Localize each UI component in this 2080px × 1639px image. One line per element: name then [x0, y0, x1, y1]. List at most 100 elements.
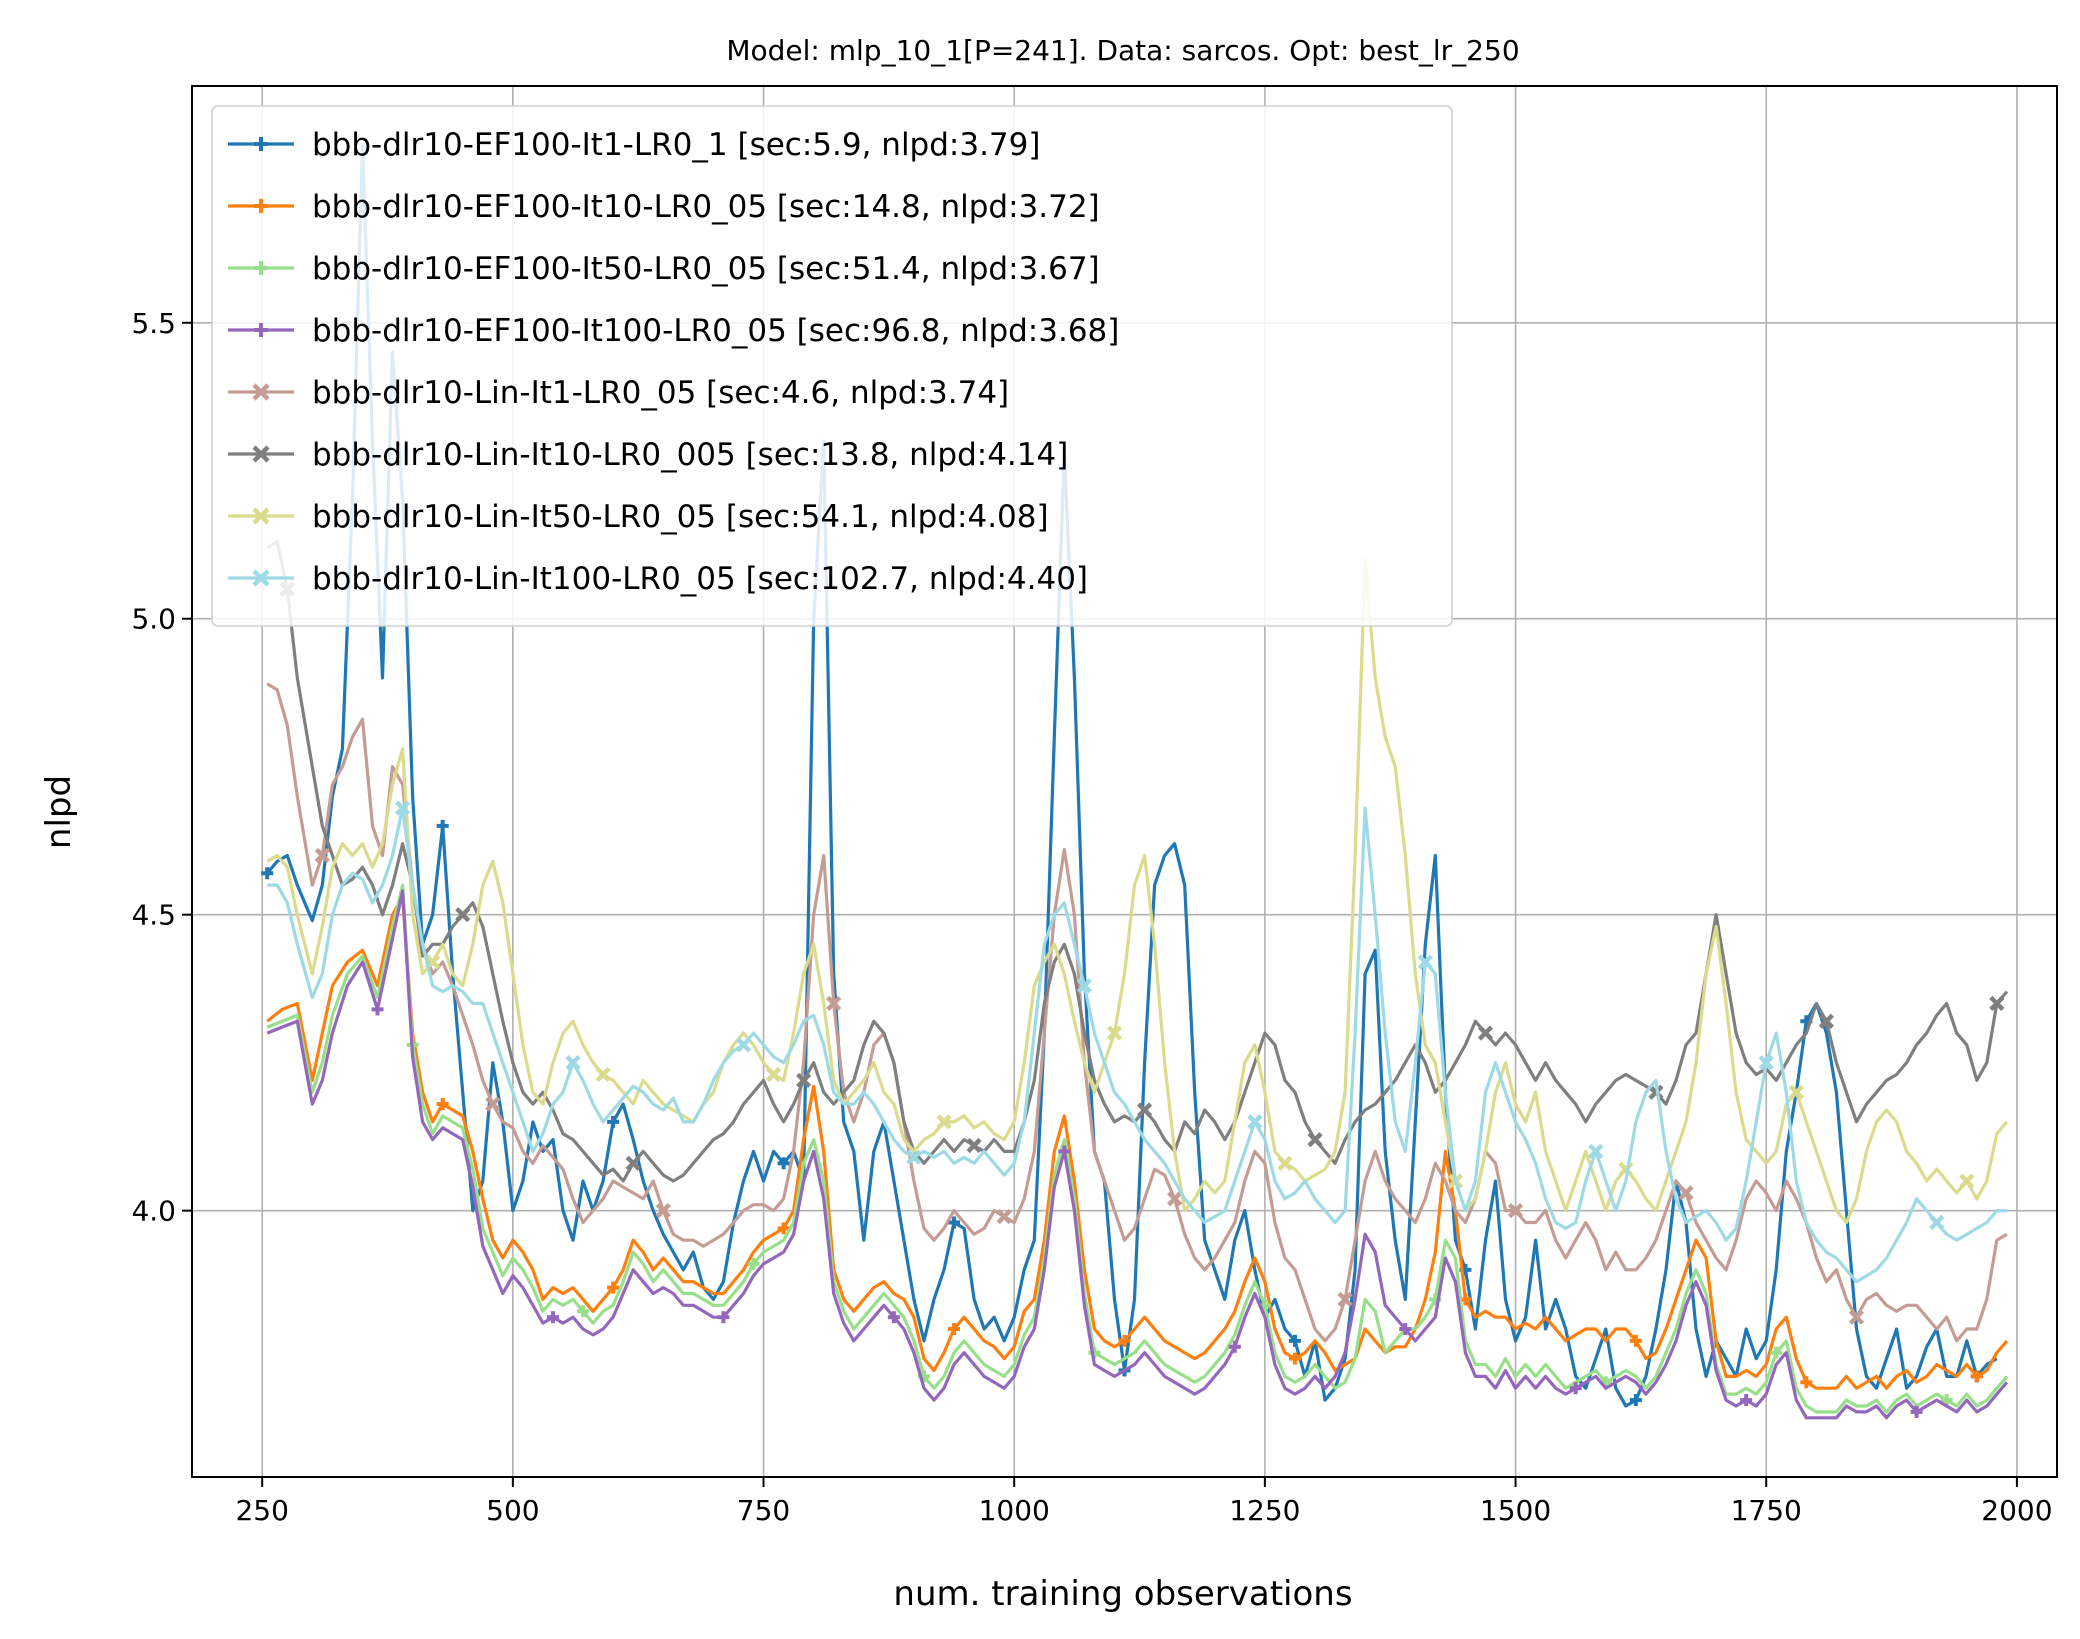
series-marker	[485, 1096, 501, 1112]
legend-label: bbb-dlr10-Lin-It1-LR0_05 [sec:4.6, nlpd:…	[312, 375, 1009, 411]
series-marker	[765, 1066, 782, 1083]
series-marker	[436, 819, 449, 832]
series-marker	[1588, 1143, 1604, 1160]
series-marker	[371, 1003, 384, 1016]
y-tick-label: 5.0	[131, 603, 176, 636]
legend-label: bbb-dlr10-EF100-It100-LR0_05 [sec:96.8, …	[312, 313, 1119, 349]
series-marker	[655, 1203, 671, 1219]
x-tick-label: 500	[486, 1494, 539, 1527]
series-line	[266, 682, 2008, 1343]
legend-box	[211, 105, 1453, 627]
series-marker	[314, 847, 330, 864]
legend-item: bbb-dlr10-Lin-It100-LR0_05 [sec:102.7, n…	[228, 561, 1088, 597]
series-8	[267, 800, 2007, 1284]
series-marker	[607, 1281, 620, 1294]
legend-label: bbb-dlr10-EF100-It10-LR0_05 [sec:14.8, n…	[312, 189, 1100, 225]
series-marker	[1758, 1055, 1774, 1071]
series-marker	[1477, 1025, 1494, 1041]
y-tick-label: 4.0	[131, 1195, 176, 1228]
legend-item: bbb-dlr10-EF100-It1-LR0_1 [sec:5.9, nlpd…	[228, 127, 1040, 163]
series-marker	[252, 383, 270, 401]
series-marker	[254, 323, 268, 337]
x-tick-label: 750	[737, 1494, 790, 1527]
series-marker	[595, 1066, 611, 1083]
series-marker	[1058, 1145, 1071, 1158]
series-marker	[1277, 1155, 1293, 1171]
series-marker	[1989, 995, 2005, 1012]
series-marker	[1399, 1323, 1412, 1336]
series-marker	[826, 995, 842, 1012]
legend-label: bbb-dlr10-Lin-It100-LR0_05 [sec:102.7, n…	[312, 561, 1088, 597]
series-line	[266, 889, 2009, 1420]
series-marker	[747, 1257, 760, 1270]
legend-label: bbb-dlr10-EF100-It1-LR0_1 [sec:5.9, nlpd…	[312, 127, 1040, 163]
series-line	[267, 806, 2007, 1284]
series-marker	[1629, 1334, 1642, 1347]
series-marker	[996, 1208, 1012, 1225]
x-tick-label: 2000	[1981, 1494, 2052, 1527]
legend-item: bbb-dlr10-EF100-It10-LR0_05 [sec:14.8, n…	[228, 189, 1100, 225]
series-4	[266, 889, 2009, 1420]
y-axis-label: nlpd	[39, 775, 79, 849]
series-marker	[1678, 1185, 1694, 1201]
series-marker	[261, 867, 274, 880]
series-marker	[252, 507, 270, 525]
series-marker	[1970, 1370, 1983, 1383]
series-marker	[906, 1149, 922, 1165]
series-marker	[735, 1037, 752, 1053]
series-marker	[1770, 1346, 1783, 1359]
x-tick-label: 250	[235, 1494, 288, 1527]
series-marker	[796, 1072, 812, 1089]
series-marker	[1106, 1025, 1123, 1041]
series-marker	[1569, 1382, 1582, 1395]
x-tick-label: 1500	[1480, 1494, 1551, 1527]
series-marker	[1507, 1203, 1524, 1219]
series-marker	[1940, 1394, 1953, 1407]
series-marker	[254, 199, 268, 213]
series-marker	[625, 1155, 641, 1171]
series-marker	[1910, 1405, 1923, 1418]
series-marker	[1076, 978, 1092, 994]
series-marker	[1788, 1084, 1804, 1100]
axis-ticks: 250 500 750 1000 1250 1500 1750 2000 4.0 4.5 5.0 5.…	[131, 307, 2052, 1527]
series-marker	[1959, 1173, 1975, 1189]
series-5	[266, 682, 2008, 1343]
plot-frame	[191, 85, 2058, 1478]
series-marker	[1417, 954, 1433, 970]
series-line	[266, 895, 2009, 1390]
series-marker	[1629, 1394, 1642, 1407]
series-marker	[1800, 1376, 1813, 1389]
series-marker	[1118, 1334, 1131, 1347]
series-marker	[546, 1311, 559, 1324]
legend-label: bbb-dlr10-Lin-It50-LR0_05 [sec:54.1, nlp…	[312, 499, 1049, 535]
series-2	[266, 895, 2009, 1390]
series-marker	[565, 1055, 581, 1071]
legend-item: bbb-dlr10-Lin-It50-LR0_05 [sec:54.1, nlp…	[228, 499, 1049, 535]
series-marker	[948, 1323, 961, 1336]
y-tick-label: 4.5	[131, 899, 176, 932]
series-marker	[1648, 1084, 1664, 1100]
series-marker	[1247, 1114, 1263, 1130]
series-marker	[1288, 1352, 1301, 1365]
series-marker	[607, 1115, 620, 1128]
legend-item: bbb-dlr10-Lin-It1-LR0_05 [sec:4.6, nlpd:…	[228, 375, 1009, 411]
legend-label: bbb-dlr10-Lin-It10-LR0_005 [sec:13.8, nl…	[312, 437, 1068, 473]
legend: bbb-dlr10-EF100-It1-LR0_1 [sec:5.9, nlpd…	[211, 105, 1453, 627]
series-marker	[254, 261, 268, 275]
legend-item: bbb-dlr10-EF100-It100-LR0_05 [sec:96.8, …	[228, 313, 1119, 349]
series-marker	[887, 1311, 900, 1324]
series-marker	[777, 1222, 790, 1235]
series-marker	[1337, 1291, 1353, 1308]
series-marker	[252, 569, 270, 587]
series-marker	[252, 445, 270, 463]
series-marker	[1228, 1340, 1241, 1353]
legend-label: bbb-dlr10-EF100-It50-LR0_05 [sec:51.4, n…	[312, 251, 1100, 287]
series-marker	[394, 800, 411, 816]
series-marker	[1848, 1309, 1865, 1325]
series-marker	[717, 1311, 730, 1324]
x-tick-label: 1250	[1229, 1494, 1300, 1527]
series-marker	[777, 1157, 790, 1170]
series-marker	[966, 1137, 982, 1154]
series-marker	[936, 1114, 952, 1130]
x-axis-label: num. training observations	[893, 1574, 1352, 1614]
